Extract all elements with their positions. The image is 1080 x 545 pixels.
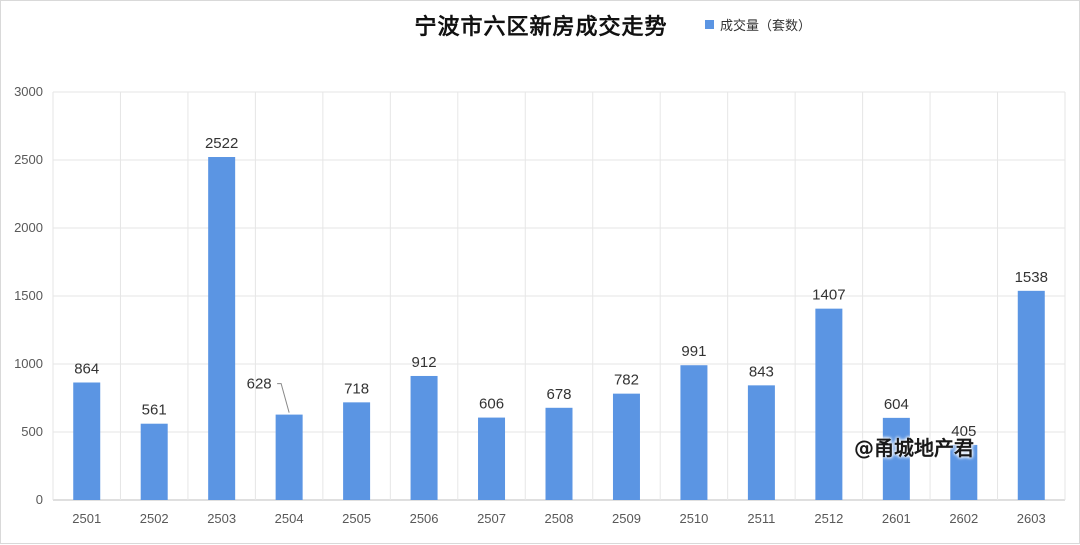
chart-title: 宁波市六区新房成交走势 [414,15,668,40]
bar [747,385,775,500]
y-tick-label: 1500 [14,288,43,303]
data-label: 606 [479,396,504,413]
y-tick-label: 2000 [14,220,43,235]
y-tick-label: 1000 [14,356,43,371]
data-label: 561 [142,402,167,419]
bar [882,417,910,500]
x-tick-label: 2511 [747,511,775,526]
x-tick-label: 2510 [679,511,708,526]
x-tick-label: 2503 [207,511,236,526]
x-tick-label: 2506 [410,511,439,526]
bar [140,423,168,500]
y-tick-label: 500 [21,424,43,439]
bar [275,414,303,500]
bar [478,417,506,500]
bar [950,444,978,500]
x-tick-label: 2602 [949,511,978,526]
x-tick-label: 2512 [814,511,843,526]
data-label: 991 [681,343,706,360]
bar [612,393,640,500]
legend-swatch [705,20,714,29]
data-label: 405 [951,423,976,440]
x-tick-label: 2504 [275,511,304,526]
bar [208,157,236,500]
data-label: 782 [614,372,639,389]
y-tick-label: 2500 [14,152,43,167]
data-label: 912 [412,354,437,371]
x-tick-label: 2601 [882,511,911,526]
legend-label: 成交量（套数） [720,19,812,34]
x-tick-label: 2509 [612,511,641,526]
x-tick-label: 2603 [1017,511,1046,526]
x-tick-label: 2505 [342,511,371,526]
data-label: 2522 [205,135,238,152]
x-tick-label: 2501 [72,511,101,526]
x-tick-label: 2508 [545,511,574,526]
data-label: 628 [247,376,272,393]
data-label: 843 [749,363,774,380]
bar [73,382,101,500]
y-tick-label: 0 [36,492,43,507]
x-tick-label: 2507 [477,511,506,526]
legend[interactable]: 成交量（套数） [705,15,811,34]
bar [815,308,843,500]
bar [1017,290,1045,500]
bar [410,375,438,500]
data-label: 1407 [812,287,845,304]
y-tick-label: 3000 [14,84,43,99]
data-label: 864 [74,360,99,377]
bar [545,407,573,500]
data-label: 678 [546,386,571,403]
data-label: 604 [884,396,909,413]
bar [680,365,708,500]
watermark-text: @甬城地产君 [854,436,974,460]
x-tick-label: 2502 [140,511,169,526]
data-label: 1538 [1015,269,1048,286]
bar [343,402,371,500]
data-label: 718 [344,380,369,397]
data-label-leader [277,383,290,413]
